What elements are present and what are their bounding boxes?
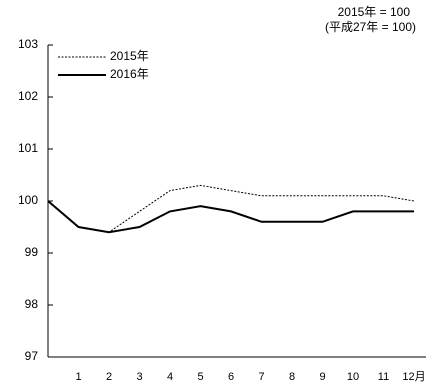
x-tick-label: 5 bbox=[197, 371, 203, 383]
line bbox=[47, 184, 415, 233]
x-tick-label: 6 bbox=[228, 371, 234, 383]
x-tick-label: 3 bbox=[136, 371, 142, 383]
annotation: (平成27年 = 100) bbox=[325, 20, 416, 34]
y-tick-label: 100 bbox=[18, 193, 38, 207]
x-tick-label: 7 bbox=[258, 371, 264, 383]
y-tick-label: 103 bbox=[18, 37, 38, 51]
legend-label: 2015年 bbox=[110, 49, 149, 63]
y-tick-label: 102 bbox=[18, 89, 38, 103]
y-tick-label: 97 bbox=[25, 349, 39, 363]
x-tick-label: 9 bbox=[319, 371, 325, 383]
x-tick-label: 12月 bbox=[402, 371, 425, 383]
annotation: 2015年 = 100 bbox=[338, 5, 411, 19]
x-tick-label: 10 bbox=[347, 371, 359, 383]
y-tick-label: 99 bbox=[25, 245, 39, 259]
line bbox=[47, 200, 414, 234]
y-tick-label: 101 bbox=[18, 141, 38, 155]
x-tick-label: 11 bbox=[378, 371, 389, 383]
y-tick-label: 98 bbox=[25, 297, 39, 311]
legend-label: 2016年 bbox=[110, 67, 149, 81]
x-tick-label: 2 bbox=[106, 371, 112, 383]
x-tick-label: 1 bbox=[75, 371, 81, 383]
x-tick-label: 4 bbox=[167, 371, 173, 383]
x-tick-label: 8 bbox=[289, 371, 295, 383]
